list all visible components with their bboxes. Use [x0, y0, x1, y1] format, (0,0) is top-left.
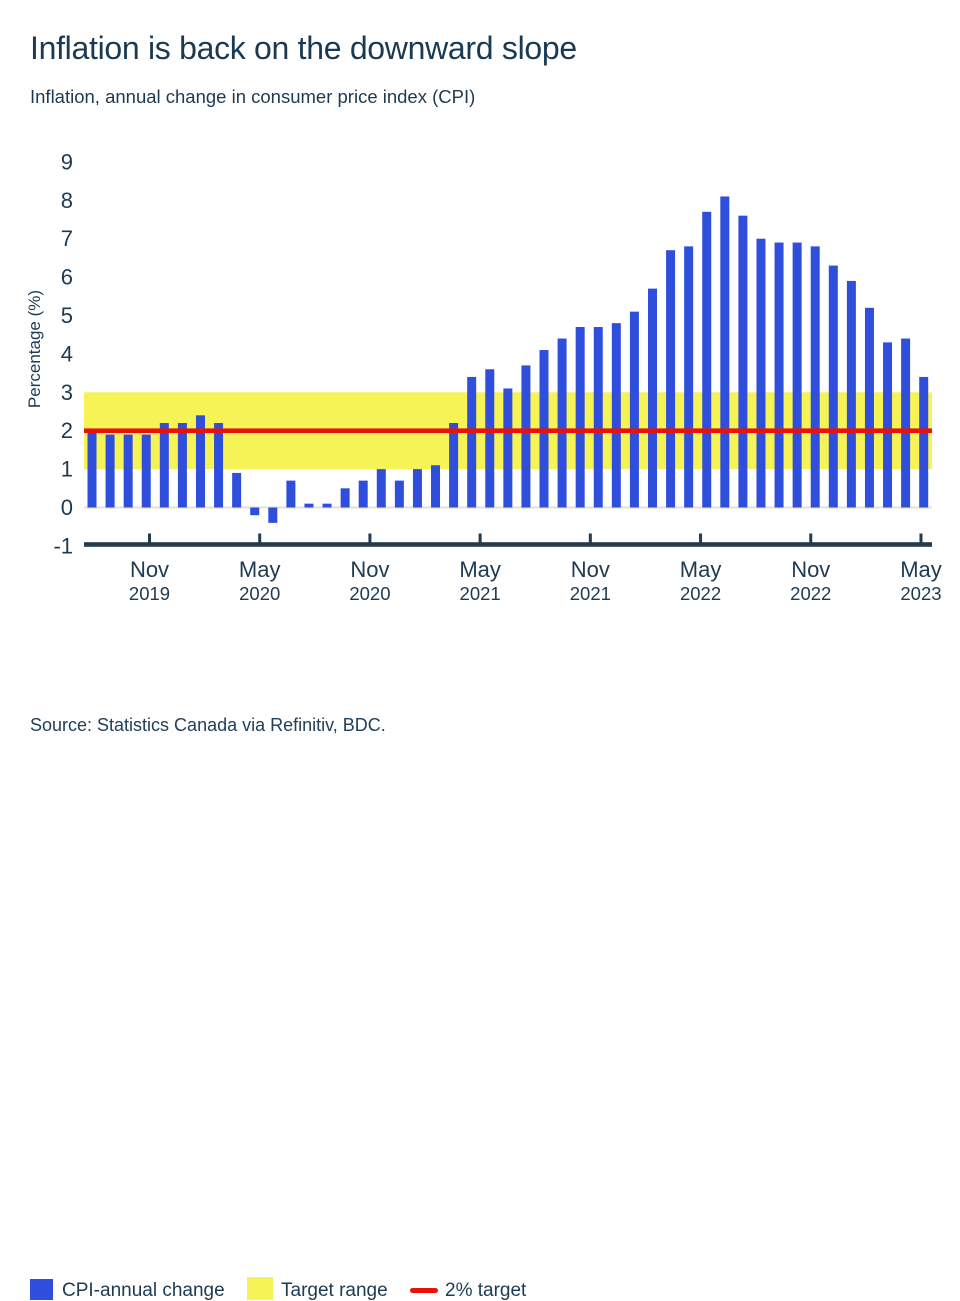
bar — [250, 507, 260, 516]
tick-mark — [919, 533, 923, 543]
bar — [268, 507, 278, 523]
x-tick-label-month: May — [900, 557, 942, 582]
bar — [159, 423, 169, 508]
chart-legend: CPI-annual change Target range 2% target — [0, 636, 960, 1300]
bar — [810, 246, 820, 508]
bar — [485, 369, 495, 508]
tick-mark — [588, 533, 592, 543]
x-tick-label-year: 2023 — [900, 583, 941, 604]
bar — [792, 242, 802, 508]
bar — [846, 280, 856, 508]
y-tick-label: 5 — [61, 303, 73, 328]
bar — [376, 469, 386, 508]
bar — [123, 434, 133, 508]
bar — [738, 215, 748, 508]
y-tick-label: 4 — [61, 341, 73, 366]
y-tick-label: 6 — [61, 265, 73, 290]
bar — [647, 288, 657, 508]
tick-mark — [699, 533, 703, 543]
tick-mark — [368, 533, 372, 543]
tick-mark — [148, 533, 151, 543]
bar — [358, 480, 368, 508]
y-tick-label: -1 — [53, 533, 73, 558]
x-tick-label-month: Nov — [791, 557, 830, 582]
bar — [611, 323, 621, 508]
bar — [901, 338, 911, 508]
cpi-bar-chart: Nov2019May2020Nov2020May2021Nov2021May20… — [25, 149, 942, 604]
bar — [449, 423, 459, 508]
x-tick-label-month: May — [459, 557, 501, 582]
x-tick-label-year: 2020 — [239, 583, 280, 604]
y-tick-label: 0 — [61, 495, 73, 520]
x-tick-label-month: Nov — [350, 557, 389, 582]
y-tick-label: 8 — [61, 188, 73, 213]
y-tick-label: 2 — [61, 418, 73, 443]
bar — [756, 238, 766, 508]
bar — [304, 503, 314, 508]
legend-swatch-cpi-icon — [30, 1279, 53, 1300]
y-tick-label: 9 — [61, 149, 73, 174]
bar — [431, 465, 441, 508]
legend-swatch-target-range-icon — [247, 1277, 273, 1300]
bar — [467, 376, 477, 508]
bar — [195, 415, 205, 508]
bar — [593, 327, 603, 508]
x-tick-label-month: May — [680, 557, 722, 582]
x-tick-label-year: 2021 — [460, 583, 501, 604]
page-title: Inflation is back on the downward slope — [30, 30, 577, 66]
bar — [286, 480, 296, 508]
bar — [521, 365, 531, 508]
bar — [141, 434, 151, 508]
y-axis-title: Percentage (%) — [25, 290, 44, 408]
source-note: Source: Statistics Canada via Refinitiv,… — [30, 715, 386, 735]
bar — [340, 488, 350, 508]
x-tick-label-year: 2022 — [680, 583, 721, 604]
bar — [87, 430, 97, 508]
inflation-chart-page: Inflation is back on the downward slope … — [0, 30, 960, 1300]
bar — [214, 423, 224, 508]
x-axis-line — [84, 542, 932, 547]
x-tick-label-year: 2021 — [570, 583, 611, 604]
bar — [864, 307, 874, 508]
bar — [232, 472, 242, 508]
bar — [702, 211, 712, 508]
bar — [322, 503, 332, 508]
x-tick-label-year: 2020 — [349, 583, 390, 604]
bar — [503, 388, 513, 508]
bar — [105, 434, 115, 508]
tick-mark — [809, 533, 813, 543]
bar — [720, 196, 730, 508]
x-tick-label-year: 2019 — [129, 583, 170, 604]
bar — [684, 246, 694, 508]
legend-swatch-target-line-icon — [410, 1288, 438, 1293]
y-tick-label: 3 — [61, 380, 73, 405]
y-tick-label: 1 — [61, 457, 73, 482]
y-tick-label: 7 — [61, 226, 73, 251]
bar — [412, 469, 422, 508]
bar — [575, 327, 585, 508]
x-tick-label-month: Nov — [130, 557, 169, 582]
bar — [828, 265, 838, 508]
legend-label-cpi: CPI-annual change — [62, 1280, 225, 1301]
tick-mark — [258, 533, 262, 543]
bar — [557, 338, 567, 508]
legend-label-target-range: Target range — [281, 1280, 388, 1301]
target-line — [84, 428, 932, 433]
bar — [919, 376, 929, 508]
legend-label-2pct-target: 2% target — [445, 1280, 527, 1301]
x-tick-label-month: Nov — [571, 557, 610, 582]
x-tick-label-month: May — [239, 557, 281, 582]
bar — [666, 250, 676, 508]
bar — [629, 311, 639, 508]
bar — [394, 480, 404, 508]
x-tick-label-year: 2022 — [790, 583, 831, 604]
tick-mark — [478, 533, 482, 543]
bar — [177, 423, 187, 508]
chart-area: Nov 2019 May 2020 Nov 2020 May 2021 Nov 2021 May 20… — [0, 130, 960, 635]
bar — [774, 242, 784, 508]
bar — [883, 342, 893, 508]
chart-subtitle: Inflation, annual change in consumer pri… — [30, 86, 476, 107]
